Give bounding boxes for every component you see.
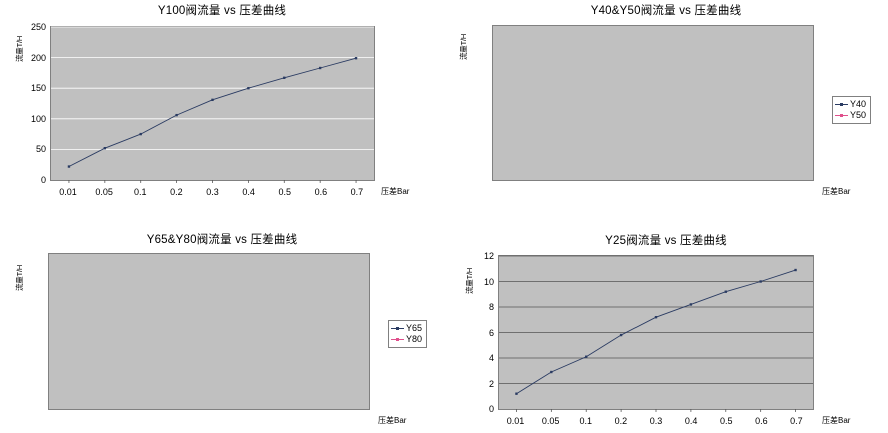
x-tick-label: 0.7 xyxy=(790,416,803,426)
chart-y65-y80: Y65&Y80阀流量 vs 压差曲线 流量T/H 压差Bar Y65 Y80 xyxy=(0,216,444,432)
x-axis-label-y25: 压差Bar xyxy=(822,416,851,425)
y-tick-label: 8 xyxy=(488,302,494,312)
x-tick-label: 0.4 xyxy=(242,187,255,197)
data-point-y25 xyxy=(689,303,693,306)
data-point-y25 xyxy=(585,355,588,358)
x-tick-label: 0.5 xyxy=(719,416,733,426)
plot-svg-y40-y50 xyxy=(493,26,813,180)
chart-title-y65-y80: Y65&Y80阀流量 vs 压差曲线 xyxy=(146,234,298,246)
data-point-y25 xyxy=(619,333,623,337)
y-tick-label: 12 xyxy=(483,251,494,261)
chart-y40-y50: Y40&Y50阀流量 vs 压差曲线 流量T/H 压差Bar Y40 Y50 xyxy=(444,0,888,216)
legend-label-y65: Y65 xyxy=(406,323,423,333)
chart-title-y25: Y25阀流量 vs 压差曲线 xyxy=(605,235,727,247)
x-tick-label: 0.05 xyxy=(95,187,113,197)
x-tick-label: 0.2 xyxy=(614,416,628,426)
data-point-y100 xyxy=(175,113,178,117)
plot-svg-y65-y80 xyxy=(49,254,369,409)
legend-item-y50[interactable]: Y50 xyxy=(835,110,866,121)
data-point-y25 xyxy=(724,290,727,293)
data-point-y100 xyxy=(283,76,286,79)
data-point-y25 xyxy=(759,280,762,283)
y-axis-ticks-y65-y80 xyxy=(14,254,44,409)
y-axis-ticks-y100: 0 50 100 150 200 250 xyxy=(14,22,46,185)
y-tick-label: 0 xyxy=(488,404,494,414)
x-tick-label: 0.6 xyxy=(755,416,768,426)
plot-area-y65-y80 xyxy=(48,253,370,410)
y-tick-label: 250 xyxy=(30,22,46,32)
data-point-y100 xyxy=(67,165,71,168)
legend-marker-y65 xyxy=(391,324,404,333)
y-tick-label: 150 xyxy=(30,83,46,94)
legend-item-y80[interactable]: Y80 xyxy=(391,334,422,345)
x-axis-label-y65-y80: 压差Bar xyxy=(378,416,407,425)
data-point-y100 xyxy=(318,66,322,70)
legend-label-y80: Y80 xyxy=(406,334,423,344)
chart-title-y100: Y100阀流量 vs 压差曲线 xyxy=(157,5,287,17)
y-tick-label: 50 xyxy=(35,144,46,155)
legend-item-y40[interactable]: Y40 xyxy=(835,99,866,110)
y-axis-ticks-y40-y50 xyxy=(458,26,488,180)
series-line-y25 xyxy=(516,269,796,395)
legend-label-y50: Y50 xyxy=(850,110,867,120)
data-point-y100 xyxy=(211,98,214,102)
plot-area-y100 xyxy=(50,26,375,183)
x-tick-label: 0.1 xyxy=(579,416,593,426)
y-tick-label: 2 xyxy=(488,378,494,389)
data-point-y25 xyxy=(794,268,797,272)
y-tick-label: 100 xyxy=(30,113,46,124)
x-tick-label: 0.7 xyxy=(350,187,364,197)
data-point-y25 xyxy=(515,392,518,395)
x-tick-label: 0.3 xyxy=(206,187,219,197)
x-tick-label: 0.01 xyxy=(59,187,77,197)
x-axis-ticks-y65-y80 xyxy=(48,414,370,428)
x-tick-label: 0.05 xyxy=(541,416,560,426)
legend-y40-y50[interactable]: Y40 Y50 xyxy=(832,96,872,124)
legend-item-y65[interactable]: Y65 xyxy=(391,323,422,334)
chart-y100: Y100阀流量 vs 压差曲线 流量T/H 0 50 100 150 200 250 0.… xyxy=(0,0,444,216)
y-axis-ticks-y25: 0 2 4 6 8 10 12 xyxy=(464,251,494,414)
x-tick-label: 0.5 xyxy=(278,187,291,197)
plot-svg-y100 xyxy=(51,26,374,183)
legend-y65-y80[interactable]: Y65 Y80 xyxy=(388,320,428,348)
y-tick-label: 4 xyxy=(488,353,494,363)
data-point-y100 xyxy=(103,146,107,150)
x-tick-label: 0.3 xyxy=(649,416,663,426)
y-tick-label: 6 xyxy=(488,327,494,338)
plot-area-y25 xyxy=(498,255,814,412)
x-axis-label-y100: 压差Bar xyxy=(381,187,410,196)
legend-marker-y80 xyxy=(391,335,404,344)
y-tick-label: 10 xyxy=(483,276,494,287)
x-tick-label: 0.1 xyxy=(134,187,147,197)
chart-y25: Y25阀流量 vs 压差曲线 流量T/H 0 2 4 6 8 10 12 0.01 0.05 0… xyxy=(444,216,888,432)
data-point-y100 xyxy=(354,57,358,60)
plot-area-y40-y50 xyxy=(492,25,814,181)
data-point-y25 xyxy=(550,370,553,374)
x-tick-label: 0.01 xyxy=(506,416,525,426)
data-point-y100 xyxy=(247,87,250,90)
x-axis-ticks-y100: 0.01 0.05 0.1 0.2 0.3 0.4 0.5 0.6 0.7 xyxy=(50,185,375,199)
x-axis-label-y40-y50: 压差Bar xyxy=(822,187,851,196)
plot-svg-y25 xyxy=(499,255,813,412)
x-tick-label: 0.4 xyxy=(684,416,698,426)
x-tick-label: 0.6 xyxy=(314,187,328,197)
x-tick-label: 0.2 xyxy=(170,187,183,197)
x-axis-ticks-y40-y50 xyxy=(492,185,814,199)
y-tick-label: 0 xyxy=(40,175,46,185)
data-point-y100 xyxy=(139,132,142,136)
y-tick-label: 200 xyxy=(30,52,46,63)
series-line-y100 xyxy=(68,57,357,167)
data-point-y25 xyxy=(654,316,658,319)
x-axis-ticks-y25: 0.01 0.05 0.1 0.2 0.3 0.4 0.5 0.6 0.7 xyxy=(498,414,814,428)
legend-marker-y50 xyxy=(835,111,848,120)
legend-marker-y40 xyxy=(835,100,848,109)
legend-label-y40: Y40 xyxy=(850,99,867,109)
chart-title-y40-y50: Y40&Y50阀流量 vs 压差曲线 xyxy=(590,5,742,17)
